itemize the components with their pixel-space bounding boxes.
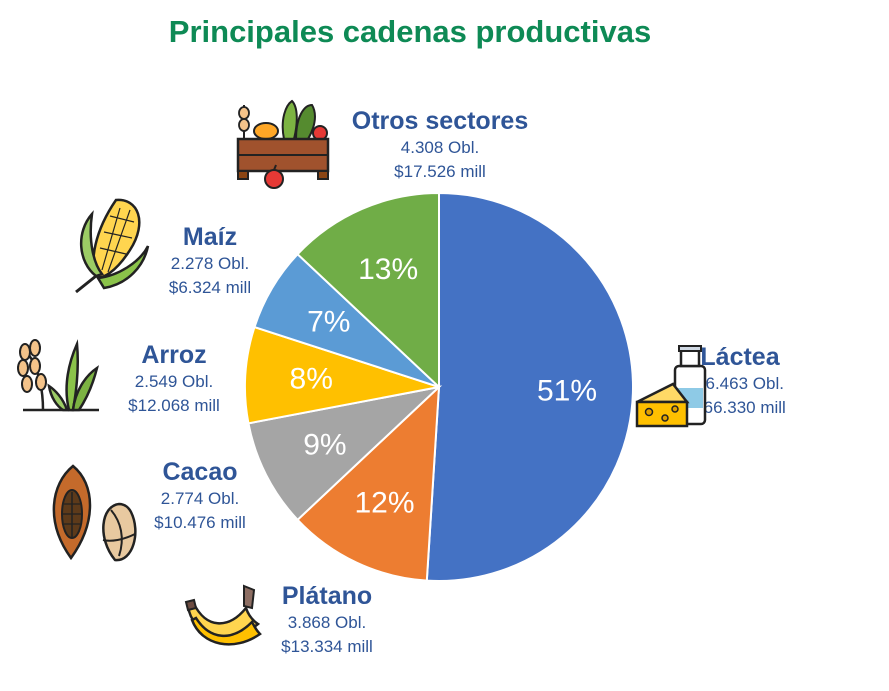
slice-name: Cacao <box>162 458 238 486</box>
slice-amount: $17.526 mill <box>394 162 486 181</box>
label-cacao: Cacao 2.774 Obl. $10.476 mill <box>130 457 270 535</box>
milk-cheese-icon <box>635 345 707 428</box>
rice-icon <box>17 339 99 412</box>
slice-obligations: 3.868 Obl. <box>287 613 367 632</box>
slice-amount: $12.068 mill <box>128 396 220 415</box>
slice-percent-label-0: 51% <box>537 375 597 408</box>
cacao-icon <box>52 464 137 562</box>
slice-obligations: 2.549 Obl. <box>134 372 214 391</box>
slice-name: Maíz <box>182 223 238 251</box>
slice-amount: $13.334 mill <box>281 637 373 656</box>
slice-amount: $6.324 mill <box>168 278 252 297</box>
pie-slice-5 <box>296 191 440 390</box>
slice-percent-label-2: 9% <box>303 429 346 462</box>
pie-slice-0 <box>425 191 634 582</box>
label-otros-sectores: Otros sectores 4.308 Obl. $17.526 mill <box>335 106 545 184</box>
corn-icon <box>75 198 150 294</box>
label-platano: Plátano 3.868 Obl. $13.334 mill <box>252 581 402 659</box>
slice-obligations: 2.774 Obl. <box>160 489 240 508</box>
slice-obligations: 16.463 Obl. <box>696 374 784 393</box>
slice-obligations: 4.308 Obl. <box>400 138 480 157</box>
slice-percent-label-3: 8% <box>290 362 333 395</box>
slice-name: Plátano <box>281 582 373 610</box>
vegetable-crate-icon <box>236 99 330 189</box>
slice-amount: $66.330 mill <box>694 398 786 417</box>
slice-obligations: 2.278 Obl. <box>170 254 250 273</box>
slice-percent-label-1: 12% <box>354 486 414 519</box>
chart-title: Principales cadenas productivas <box>168 14 652 49</box>
banana-icon <box>184 584 262 646</box>
slice-amount: $10.476 mill <box>154 513 246 532</box>
pie-slice-3 <box>244 325 440 425</box>
pie-slice-1 <box>296 384 441 582</box>
slice-name: Arroz <box>141 341 207 369</box>
pie-slice-2 <box>247 385 443 522</box>
slice-percent-label-4: 7% <box>307 305 350 338</box>
label-maiz: Maíz 2.278 Obl. $6.324 mill <box>140 222 280 300</box>
label-arroz: Arroz 2.549 Obl. $12.068 mill <box>104 340 244 418</box>
slice-name: Otros sectores <box>351 107 529 135</box>
slice-percent-label-5: 13% <box>358 253 418 286</box>
label-lactea: Láctea 16.463 Obl. $66.330 mill <box>660 342 820 420</box>
slice-name: Láctea <box>700 343 780 371</box>
